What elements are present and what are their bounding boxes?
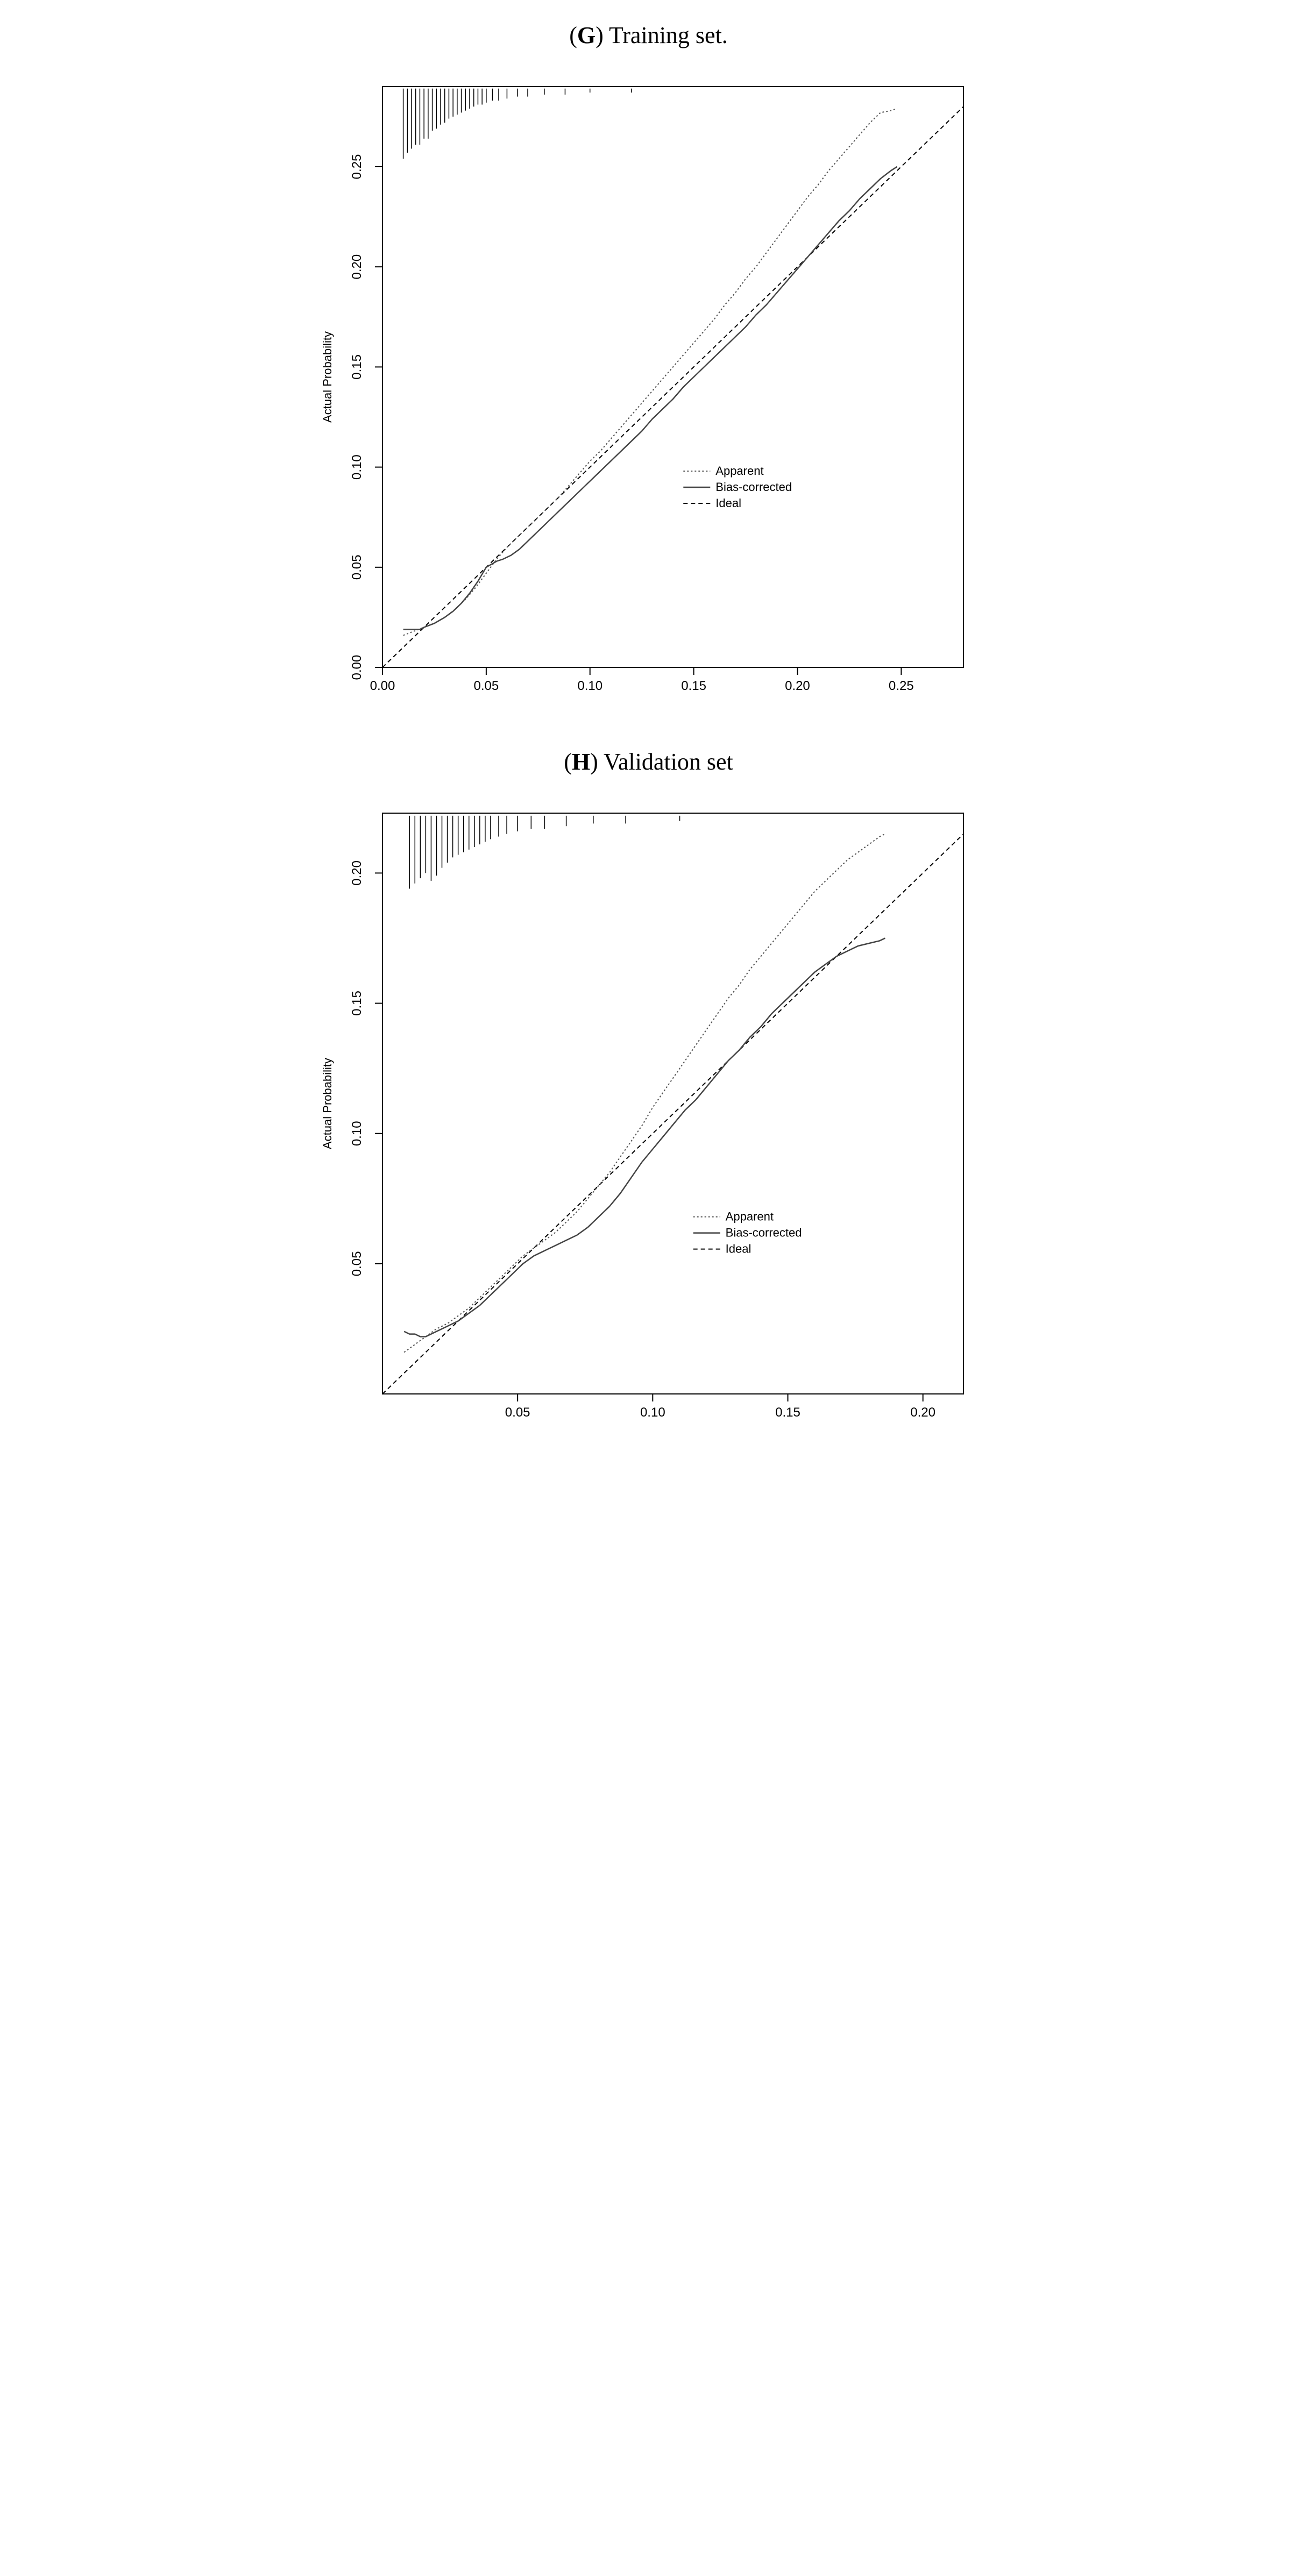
calibration-chart: (G) Training set. 0.00 0.05 0.10 0.15 0.20 0.2… bbox=[22, 22, 1275, 716]
x-tick-label: 0.15 bbox=[681, 679, 706, 693]
y-tick-label: 0.05 bbox=[350, 554, 364, 580]
y-tick-label: 0.10 bbox=[350, 1121, 364, 1146]
bias-corrected-line bbox=[404, 938, 885, 1336]
x-tick-label: 0.20 bbox=[785, 679, 810, 693]
y-axis-label: Actual Probability bbox=[321, 331, 334, 423]
x-tick-label: 0.05 bbox=[473, 679, 499, 693]
plot-frame bbox=[382, 87, 963, 667]
chart-svg: 0.00 0.05 0.10 0.15 0.20 0.25 0.00 0.05 0.10 0.15… bbox=[313, 76, 985, 716]
y-tick-label: 0.05 bbox=[350, 1251, 364, 1276]
y-axis-label: Actual Probability bbox=[321, 1058, 334, 1149]
bias-corrected-line bbox=[403, 167, 897, 629]
y-tick-label: 0.15 bbox=[350, 354, 364, 380]
x-tick-label: 0.10 bbox=[577, 679, 603, 693]
ideal-line bbox=[382, 813, 985, 1394]
legend-label: Ideal bbox=[725, 1242, 751, 1256]
legend-label: Ideal bbox=[715, 496, 741, 510]
chart-title: (G) Training set. bbox=[22, 22, 1275, 49]
y-tick-label: 0.20 bbox=[350, 860, 364, 886]
calibration-chart: (H) Validation set0.050.100.150.200.050.… bbox=[22, 748, 1275, 1442]
y-tick-label: 0.10 bbox=[350, 454, 364, 480]
ideal-line bbox=[382, 87, 984, 667]
y-tick-label: 0.15 bbox=[350, 991, 364, 1016]
x-tick-label: 0.00 bbox=[370, 679, 395, 693]
x-tick-label: 0.10 bbox=[640, 1405, 665, 1420]
legend-label: Bias-corrected bbox=[725, 1226, 802, 1240]
legend-label: Bias-corrected bbox=[715, 480, 792, 494]
x-tick-label: 0.20 bbox=[910, 1405, 935, 1420]
x-tick-label: 0.25 bbox=[888, 679, 913, 693]
legend-label: Apparent bbox=[725, 1210, 773, 1223]
chart-title: (H) Validation set bbox=[22, 748, 1275, 775]
x-tick-label: 0.15 bbox=[775, 1405, 800, 1420]
y-tick-label: 0.25 bbox=[350, 154, 364, 180]
legend-label: Apparent bbox=[715, 464, 763, 478]
y-tick-label: 0.00 bbox=[350, 655, 364, 680]
chart-svg: 0.05 0.10 0.15 0.20 0.05 0.10 0.15 0.20 Actual P… bbox=[313, 802, 985, 1442]
y-tick-label: 0.20 bbox=[350, 254, 364, 280]
apparent-line bbox=[404, 834, 885, 1353]
x-tick-label: 0.05 bbox=[505, 1405, 530, 1420]
apparent-line bbox=[403, 109, 897, 635]
